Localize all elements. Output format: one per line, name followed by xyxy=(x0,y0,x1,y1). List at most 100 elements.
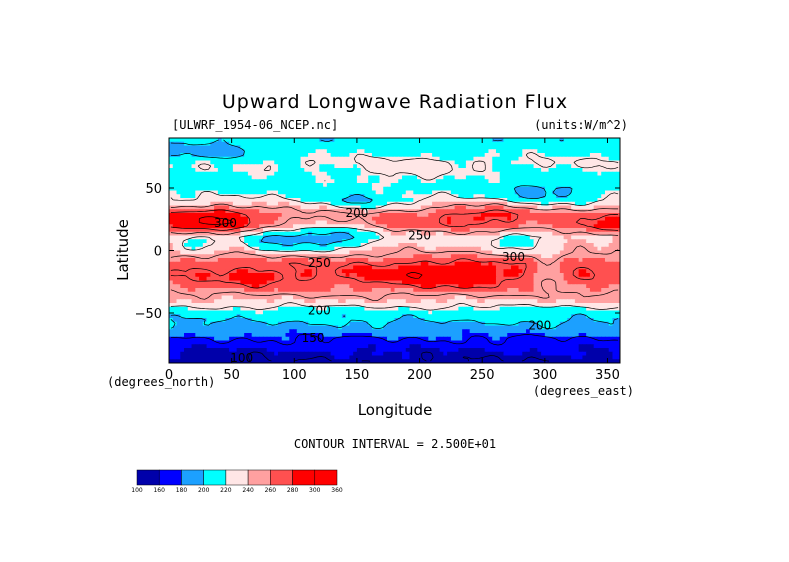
heatmap-cell xyxy=(274,171,279,177)
heatmap-cell xyxy=(417,276,422,282)
heatmap-cell xyxy=(229,160,234,165)
heatmap-cell xyxy=(537,205,542,210)
heatmap-cell xyxy=(236,194,242,199)
heatmap-cell xyxy=(541,269,546,274)
heatmap-cell xyxy=(559,205,565,210)
heatmap-cell xyxy=(240,254,245,259)
heatmap-cell xyxy=(526,273,531,278)
heatmap-cell xyxy=(386,190,392,195)
heatmap-cell xyxy=(229,291,234,297)
heatmap-cell xyxy=(221,276,226,282)
heatmap-cell xyxy=(214,216,219,222)
heatmap-cell xyxy=(176,265,181,270)
heatmap-cell xyxy=(187,224,193,229)
heatmap-cell xyxy=(522,168,527,173)
heatmap-cell xyxy=(379,250,384,255)
heatmap-cell xyxy=(586,280,591,285)
heatmap-cell xyxy=(552,149,557,154)
heatmap-cell xyxy=(187,284,193,289)
heatmap-cell xyxy=(274,209,279,214)
heatmap-cell xyxy=(293,190,298,195)
heatmap-cell xyxy=(311,141,317,147)
heatmap-cell xyxy=(364,156,369,162)
heatmap-cell xyxy=(195,276,200,282)
heatmap-cell xyxy=(244,194,249,199)
heatmap-cell xyxy=(217,183,223,188)
heatmap-cell xyxy=(368,209,373,214)
heatmap-cell xyxy=(300,156,305,162)
heatmap-cell xyxy=(308,149,313,154)
heatmap-cell xyxy=(221,220,226,225)
heatmap-cell xyxy=(323,149,328,154)
heatmap-cell xyxy=(259,164,264,169)
heatmap-cell xyxy=(229,246,234,252)
heatmap-cell xyxy=(202,254,208,259)
heatmap-cell xyxy=(214,194,219,199)
heatmap-cell xyxy=(601,201,606,207)
heatmap-cell xyxy=(586,250,591,255)
heatmap-cell xyxy=(371,138,377,143)
heatmap-cell xyxy=(511,149,516,154)
heatmap-cell xyxy=(345,201,350,207)
heatmap-cell xyxy=(187,250,193,255)
heatmap-cell xyxy=(402,261,407,267)
heatmap-cell xyxy=(176,231,181,237)
heatmap-cell xyxy=(390,156,396,162)
heatmap-cell xyxy=(435,175,441,180)
heatmap-cell xyxy=(593,246,599,252)
heatmap-cell xyxy=(488,141,493,147)
heatmap-cell xyxy=(172,261,178,267)
heatmap-cell xyxy=(597,235,602,240)
heatmap-cell xyxy=(304,258,309,263)
heatmap-cell xyxy=(443,138,448,143)
heatmap-cell xyxy=(529,250,535,255)
heatmap-cell xyxy=(334,288,339,293)
heatmap-cell xyxy=(563,269,568,274)
heatmap-cell xyxy=(484,156,490,162)
heatmap-cell xyxy=(432,183,437,188)
heatmap-cell xyxy=(251,231,257,237)
heatmap-cell xyxy=(601,220,606,225)
heatmap-cell xyxy=(308,220,313,225)
heatmap-cell xyxy=(281,205,287,210)
heatmap-cell xyxy=(402,280,407,285)
heatmap-cell xyxy=(473,194,478,199)
heatmap-cell xyxy=(296,250,302,255)
heatmap-cell xyxy=(409,246,414,252)
heatmap-cell xyxy=(270,220,275,225)
heatmap-cell xyxy=(375,175,381,180)
heatmap-cell xyxy=(507,205,512,210)
heatmap-cell xyxy=(552,243,557,248)
heatmap-cell xyxy=(251,145,257,150)
heatmap-cell xyxy=(495,280,501,285)
heatmap-cell xyxy=(240,145,245,150)
heatmap-cell xyxy=(386,168,392,173)
heatmap-cell xyxy=(221,156,226,162)
heatmap-cell xyxy=(311,149,317,154)
heatmap-cell xyxy=(574,141,580,147)
heatmap-cell xyxy=(432,246,437,252)
heatmap-cell xyxy=(439,235,444,240)
heatmap-cell xyxy=(356,250,362,255)
heatmap-cell xyxy=(480,209,486,214)
heatmap-cell xyxy=(349,284,354,289)
heatmap-cell xyxy=(232,171,238,177)
heatmap-cell xyxy=(180,141,185,147)
heatmap-cell xyxy=(371,205,377,210)
heatmap-cell xyxy=(274,194,279,199)
heatmap-cell xyxy=(447,265,452,270)
heatmap-cell xyxy=(195,164,200,169)
heatmap-cell xyxy=(315,141,320,147)
heatmap-cell xyxy=(187,231,193,237)
heatmap-cell xyxy=(236,273,242,278)
heatmap-cell xyxy=(202,280,208,285)
heatmap-cell xyxy=(356,235,362,240)
heatmap-cell xyxy=(601,186,606,192)
heatmap-cell xyxy=(458,231,463,237)
heatmap-cell xyxy=(608,171,614,177)
heatmap-cell xyxy=(454,258,459,263)
heatmap-cell xyxy=(191,175,196,180)
heatmap-cell xyxy=(375,179,381,184)
heatmap-cell xyxy=(450,246,456,252)
heatmap-cell xyxy=(420,265,426,270)
